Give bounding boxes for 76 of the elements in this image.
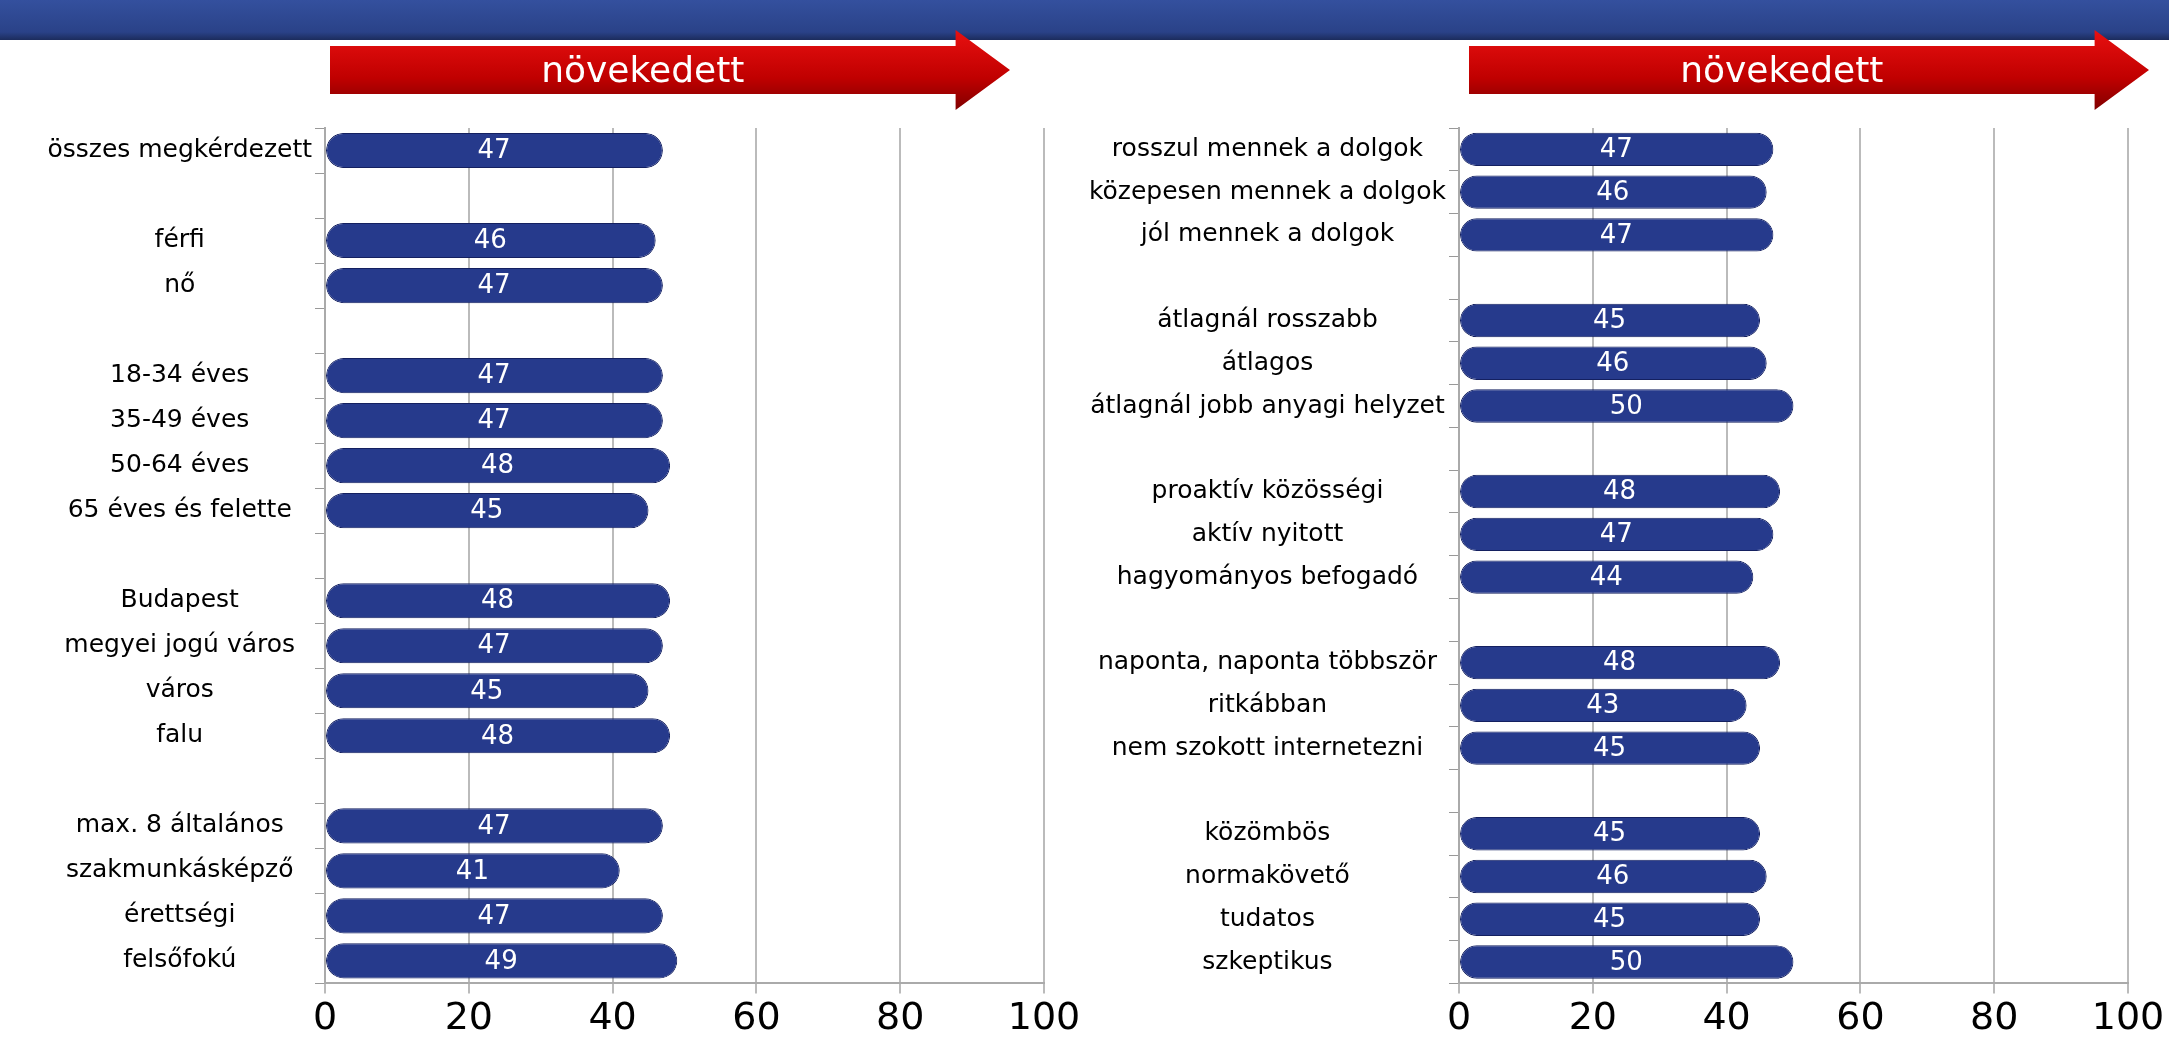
y-tick-label: 35-49 éves xyxy=(110,404,250,434)
y-tick-label: normakövető xyxy=(1185,859,1350,889)
y-tick-label: falu xyxy=(156,719,204,749)
x-tick-label: 0 xyxy=(1446,994,1472,1039)
y-tick-label: 50-64 éves xyxy=(110,449,250,479)
y-tick-label: tudatos xyxy=(1219,902,1315,932)
x-tick-label: 80 xyxy=(876,994,925,1039)
data-label: 47 xyxy=(1599,518,1633,549)
y-tick-label: nő xyxy=(164,269,196,299)
data-label: 41 xyxy=(455,854,489,885)
y-tick-label: szkeptikus xyxy=(1202,945,1333,975)
data-label: 48 xyxy=(481,584,515,615)
y-tick-label: ritkábban xyxy=(1207,688,1328,718)
y-tick-label: férfi xyxy=(154,224,205,254)
data-label: 47 xyxy=(477,809,511,840)
x-tick-label: 40 xyxy=(588,994,637,1039)
chart-title: növekedett xyxy=(1679,48,1885,92)
y-tick-label: proaktív közösségi xyxy=(1151,475,1384,505)
x-tick-label: 100 xyxy=(2091,994,2165,1039)
data-label: 47 xyxy=(477,359,511,390)
y-tick-label: megyei jogú város xyxy=(64,629,296,659)
data-label: 47 xyxy=(477,269,511,300)
x-tick-label: 80 xyxy=(1970,994,2019,1039)
y-tick-label: átlagnál rosszabb xyxy=(1157,303,1378,333)
x-tick-label: 0 xyxy=(312,994,338,1039)
y-tick-label: összes megkérdezett xyxy=(47,134,313,164)
data-label: 45 xyxy=(470,674,504,705)
data-label: 44 xyxy=(1589,560,1623,591)
data-label: 47 xyxy=(477,134,511,165)
data-label: 45 xyxy=(1592,817,1627,848)
y-tick-label: hagyományos befogadó xyxy=(1116,560,1419,590)
data-label: 46 xyxy=(473,224,507,255)
data-label: 45 xyxy=(1592,731,1627,762)
chart-title: növekedett xyxy=(540,48,746,92)
data-label: 47 xyxy=(1599,218,1633,249)
y-tick-label: közepesen mennek a dolgok xyxy=(1088,175,1447,205)
data-label: 50 xyxy=(1609,389,1643,420)
data-label: 47 xyxy=(477,629,511,660)
data-label: 47 xyxy=(477,404,511,435)
x-tick-label: 20 xyxy=(1568,994,1617,1039)
data-label: 46 xyxy=(1596,175,1630,206)
y-tick-label: város xyxy=(145,674,214,704)
data-label: 48 xyxy=(1603,646,1637,677)
data-label: 46 xyxy=(1596,346,1630,377)
x-tick-label: 60 xyxy=(1836,994,1885,1039)
x-tick-label: 40 xyxy=(1702,994,1751,1039)
y-tick-label: 18-34 éves xyxy=(110,359,250,389)
data-label: 47 xyxy=(477,899,511,930)
data-label: 49 xyxy=(484,944,518,975)
data-label: 48 xyxy=(481,449,515,480)
y-tick-label: érettségi xyxy=(124,899,236,929)
data-label: 43 xyxy=(1586,689,1620,720)
y-tick-label: átlagnál jobb anyagi helyzet xyxy=(1090,389,1445,419)
data-label: 45 xyxy=(470,494,504,525)
x-tick-label: 20 xyxy=(444,994,493,1039)
y-tick-label: átlagos xyxy=(1221,346,1314,376)
y-tick-label: aktív nyitott xyxy=(1191,517,1344,547)
y-tick-label: naponta, naponta többször xyxy=(1097,646,1438,676)
y-tick-label: nem szokott internetezni xyxy=(1111,731,1424,761)
data-label: 45 xyxy=(1592,304,1627,335)
data-label: 45 xyxy=(1592,902,1627,933)
y-tick-label: szakmunkásképző xyxy=(65,854,294,884)
x-tick-label: 100 xyxy=(1007,994,1081,1039)
y-tick-label: jól mennek a dolgok xyxy=(1139,218,1395,248)
data-label: 47 xyxy=(1599,133,1633,164)
data-label: 48 xyxy=(481,719,515,750)
x-tick-label: 60 xyxy=(732,994,781,1039)
data-label: 46 xyxy=(1596,860,1630,891)
y-tick-label: max. 8 általános xyxy=(75,809,284,839)
y-tick-label: rosszul mennek a dolgok xyxy=(1111,132,1424,162)
data-label: 48 xyxy=(1603,475,1637,506)
y-tick-label: Budapest xyxy=(120,584,240,614)
data-label: 50 xyxy=(1609,945,1643,976)
y-tick-label: felsőfokú xyxy=(123,944,237,974)
y-tick-label: közömbös xyxy=(1204,817,1331,847)
y-tick-label: 65 éves és felette xyxy=(67,494,292,524)
